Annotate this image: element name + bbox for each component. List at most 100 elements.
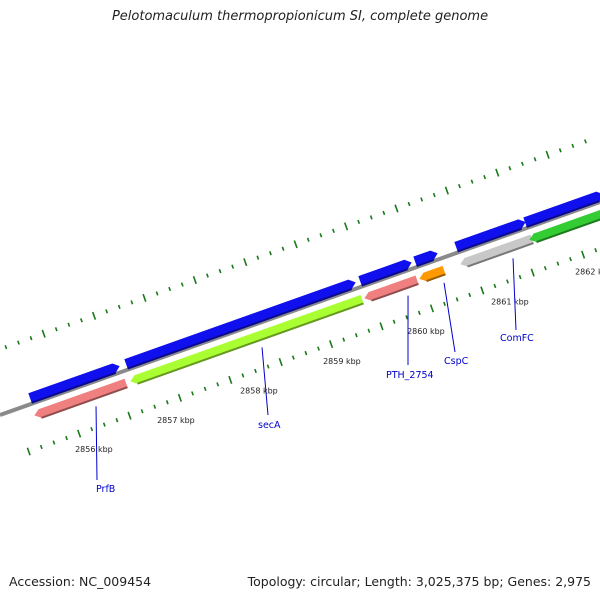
outer-tick-mark: [180, 282, 184, 287]
inner-tick-mark: [52, 440, 56, 445]
inner-tick-mark: [77, 429, 82, 438]
inner-tick-mark: [379, 322, 384, 331]
feature-shadow-edge: [416, 259, 435, 267]
inner-tick-mark: [90, 426, 94, 432]
inner-tick-mark: [26, 447, 31, 456]
inner-tick-mark: [443, 301, 446, 307]
kbp-tick-label: 2857 kbp: [157, 416, 195, 425]
outer-tick-mark: [269, 251, 272, 256]
map-title: Pelotomaculum thermopropionicum SI, comp…: [111, 9, 489, 24]
inner-tick-mark: [203, 386, 207, 392]
inner-tick-mark: [354, 333, 358, 338]
outer-tick-mark: [470, 179, 474, 184]
outer-tick-mark: [168, 286, 172, 292]
forward-gene-arrow: [523, 191, 600, 227]
outer-tick-mark: [192, 275, 197, 285]
inner-tick-mark: [543, 265, 547, 271]
feature-shadow-edge: [526, 200, 600, 228]
feature-shadow-edge: [137, 302, 364, 385]
outer-tick-mark: [80, 318, 83, 323]
gene-feature-arrow: [460, 234, 534, 267]
feature-shadow-edge: [536, 218, 600, 243]
outer-tick-mark: [495, 168, 500, 177]
outer-tick-mark: [508, 166, 512, 171]
inner-tick-mark: [455, 297, 459, 302]
outer-tick-mark: [231, 264, 235, 269]
inner-tick-mark: [493, 283, 497, 289]
outer-tick-mark: [584, 139, 587, 144]
inner-tick-mark: [278, 357, 283, 367]
outer-tick-mark: [256, 255, 260, 260]
feature-shadow-edge: [361, 268, 409, 287]
inner-tick-mark: [317, 346, 320, 351]
feature-shadow-edge: [127, 288, 353, 370]
outer-tick-mark: [105, 309, 109, 314]
inner-tick-mark: [417, 310, 421, 315]
outer-tick-mark: [67, 322, 71, 327]
outer-tick-ring: [4, 139, 587, 350]
outer-tick-mark: [218, 268, 222, 274]
gene-feature-arrow: [529, 209, 600, 243]
inner-tick-mark: [291, 355, 295, 360]
gene-name-label: ComFC: [500, 333, 534, 344]
inner-tick-mark: [153, 404, 157, 409]
outer-tick-mark: [117, 304, 121, 310]
kbp-tick-label: 2862 kbp: [575, 268, 600, 277]
outer-tick-mark: [29, 336, 33, 341]
gene-labels: 2856 kbp 2857 kbp 2858 kbp 2859 kbp 2860 kbp…: [75, 258, 600, 495]
outer-tick-mark: [332, 228, 335, 233]
feature-shadow-edge: [41, 386, 128, 419]
gene-label-leader: [512, 258, 517, 331]
inner-tick-mark: [518, 274, 522, 280]
gene-name-label: PrfB: [96, 484, 115, 495]
gene-label-leader: [95, 406, 98, 481]
gene-feature-arrow: [130, 294, 364, 384]
outer-tick-mark: [483, 175, 487, 180]
forward-gene-arrow: [28, 363, 120, 403]
outer-tick-mark: [558, 148, 562, 153]
outer-tick-mark: [306, 237, 310, 242]
outer-tick-mark: [369, 215, 373, 220]
inner-tick-mark: [506, 279, 509, 284]
outer-tick-mark: [130, 300, 134, 305]
feature-shadow-edge: [31, 371, 117, 404]
forward-gene-arrow: [454, 219, 526, 252]
outer-tick-mark: [420, 197, 424, 202]
inner-tick-mark: [228, 375, 233, 384]
gene-name-label: CspC: [444, 356, 469, 367]
accession-label: Accession: NC_009454: [9, 574, 152, 589]
gene-features: [28, 191, 600, 419]
feature-shadow-edge: [426, 273, 446, 283]
outer-tick-mark: [155, 291, 159, 296]
outer-tick-mark: [521, 161, 524, 166]
inner-tick-mark: [241, 373, 245, 378]
inner-tick-mark: [177, 393, 183, 402]
kbp-tick-label: 2859 kbp: [323, 357, 361, 366]
outer-tick-mark: [444, 186, 449, 195]
outer-tick-mark: [142, 293, 147, 302]
inner-tick-mark: [556, 261, 560, 266]
inner-tick-mark: [216, 382, 220, 387]
inner-tick-mark: [140, 409, 144, 414]
outer-tick-mark: [571, 143, 575, 148]
kbp-tick-label: 2861 kbp: [491, 297, 529, 306]
inner-tick-mark: [594, 248, 598, 253]
inner-tick-mark: [165, 400, 169, 405]
outer-tick-mark: [54, 327, 58, 332]
genome-summary: Topology: circular; Length: 3,025,375 bp…: [247, 574, 591, 589]
inner-tick-mark: [39, 444, 43, 450]
gene-name-label: secA: [258, 420, 281, 431]
kbp-tick-label: 2860 kbp: [407, 327, 445, 336]
gene-feature-arrow: [419, 265, 446, 282]
inner-tick-mark: [569, 257, 572, 262]
forward-gene-arrow: [413, 250, 438, 267]
gene-label-leader: [261, 347, 269, 416]
inner-tick-mark: [468, 292, 472, 298]
inner-tick-mark: [191, 391, 194, 396]
outer-tick-mark: [545, 150, 550, 159]
forward-gene-arrow: [358, 259, 412, 286]
inner-tick-mark: [530, 268, 535, 277]
inner-tick-mark: [405, 315, 409, 320]
outer-tick-mark: [293, 240, 298, 249]
